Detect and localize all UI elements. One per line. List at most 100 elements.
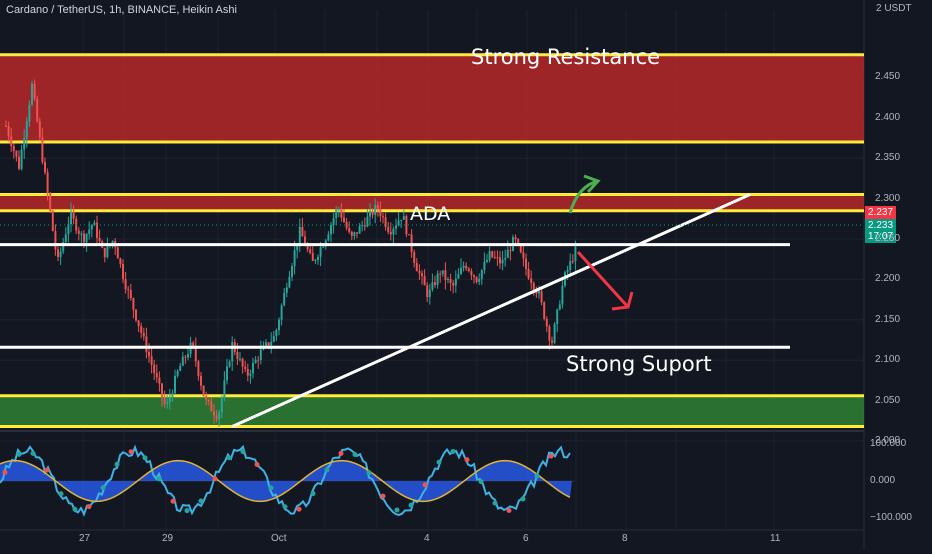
candle-body <box>473 275 475 277</box>
candle <box>220 395 223 419</box>
oscillator-dot <box>72 506 78 512</box>
candle <box>215 410 218 423</box>
candle-body <box>187 354 189 358</box>
candle <box>421 270 423 285</box>
candle <box>384 212 387 231</box>
y-tick-label: 2.350 <box>875 152 901 164</box>
candle <box>457 268 460 279</box>
candle <box>12 143 15 159</box>
candle <box>548 324 551 350</box>
oscillator-dot <box>506 507 512 513</box>
last-price-tag-2: 2.233 <box>865 219 897 232</box>
candle-body <box>194 346 197 362</box>
candle <box>330 221 332 243</box>
candle <box>283 288 286 307</box>
candle-body <box>337 209 340 211</box>
candle-body <box>428 289 431 298</box>
candle-body <box>103 247 106 258</box>
candle-body <box>423 275 426 286</box>
candle-body <box>413 252 416 263</box>
candle-body <box>571 261 574 263</box>
candle-body <box>192 342 195 347</box>
candle <box>98 229 101 244</box>
x-tick-label: 8 <box>622 533 628 544</box>
candle <box>59 247 62 266</box>
candle <box>543 301 546 321</box>
candle-body <box>395 225 397 229</box>
oscillator-dot <box>86 504 92 510</box>
candle <box>327 231 330 242</box>
candle <box>85 233 88 252</box>
candle <box>389 222 392 241</box>
candle-body <box>54 230 57 250</box>
candle <box>124 271 127 294</box>
candle <box>345 217 348 231</box>
candle-body <box>566 269 569 273</box>
candle <box>36 95 39 123</box>
oscillator-dot <box>310 491 316 497</box>
candle-body <box>163 396 166 404</box>
candle <box>18 150 20 171</box>
candle <box>470 268 473 280</box>
oscillator-tick-label: −100.000 <box>870 512 912 523</box>
candle <box>340 203 343 222</box>
candle <box>5 120 7 128</box>
candle-body <box>501 259 504 264</box>
candle <box>132 297 135 319</box>
oscillator-dot <box>156 476 162 482</box>
candle-body <box>532 283 535 290</box>
candle <box>353 231 356 240</box>
candle <box>288 270 291 289</box>
candle-body <box>93 222 96 226</box>
candle-body <box>10 136 13 147</box>
oscillator-wave-fill <box>0 460 572 502</box>
candle-body <box>465 265 468 269</box>
candle <box>387 221 390 235</box>
candle-body <box>228 361 231 367</box>
candle <box>402 209 405 221</box>
candle <box>413 249 416 268</box>
candle <box>257 356 260 369</box>
candle-body <box>80 233 83 235</box>
oscillator-dot <box>422 482 428 488</box>
candle <box>10 127 13 152</box>
candle <box>25 117 28 148</box>
candle-body <box>96 222 98 239</box>
candle <box>231 336 234 371</box>
candle-body <box>311 252 314 261</box>
candle-body <box>444 270 447 280</box>
candle <box>280 303 283 326</box>
candle-body <box>436 273 439 285</box>
candle-body <box>236 351 239 360</box>
candle-body <box>405 216 408 235</box>
candle-body <box>460 267 462 274</box>
candle <box>103 247 106 263</box>
candle <box>28 100 31 127</box>
candle-body <box>176 370 179 376</box>
candle-body <box>88 229 91 234</box>
candle <box>67 216 70 243</box>
candle <box>278 317 280 336</box>
candle <box>335 206 338 226</box>
candle <box>356 232 358 239</box>
arrow-up-shaft <box>568 179 599 214</box>
arrow-down-head <box>611 291 634 311</box>
candle <box>496 250 499 266</box>
oscillator-dot <box>58 491 64 497</box>
candle-body <box>265 342 267 346</box>
currency-label[interactable]: 2 USDT <box>876 3 912 14</box>
oscillator-dot <box>534 473 540 479</box>
candle <box>158 371 161 392</box>
candle-body <box>90 225 93 230</box>
candle <box>358 223 361 234</box>
candle-body <box>543 302 546 319</box>
oscillator-dot <box>212 476 218 482</box>
candle <box>80 231 83 244</box>
candle-body <box>155 373 158 378</box>
candle <box>379 201 382 222</box>
candle-body <box>106 245 109 258</box>
candle-body <box>275 329 278 337</box>
candle-body <box>361 225 364 227</box>
